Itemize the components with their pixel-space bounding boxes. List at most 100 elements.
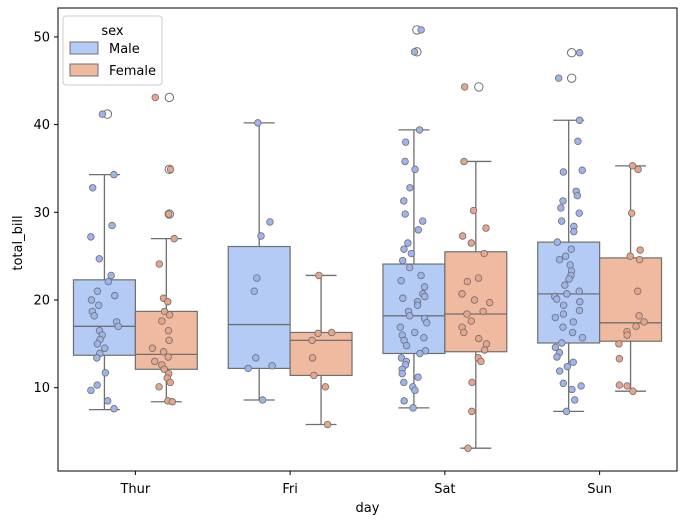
y-axis-label: total_bill (11, 215, 26, 270)
y-tick-label: 40 (33, 118, 50, 133)
data-point (570, 227, 578, 236)
data-point (635, 312, 643, 320)
data-point (463, 310, 471, 318)
data-point (151, 93, 159, 102)
data-point (559, 197, 567, 205)
data-point (398, 369, 406, 378)
data-point (458, 290, 466, 298)
data-point (314, 329, 322, 338)
data-point (405, 263, 414, 272)
data-point (482, 224, 490, 232)
data-point (321, 383, 330, 391)
data-point (166, 378, 174, 387)
data-point (423, 319, 431, 327)
data-point (629, 387, 637, 395)
data-point (559, 310, 568, 318)
data-point (103, 397, 112, 405)
data-point (559, 379, 568, 388)
data-point (421, 292, 429, 301)
data-point (575, 49, 584, 57)
data-point (108, 221, 116, 230)
points-male-sat (396, 26, 431, 412)
data-point (323, 420, 332, 429)
data-point (401, 157, 409, 166)
data-point (555, 255, 564, 264)
data-point (557, 217, 566, 225)
data-point (559, 301, 568, 309)
data-point (420, 283, 429, 291)
data-point (615, 355, 624, 363)
data-point (308, 336, 316, 345)
points-male-fri (244, 119, 276, 404)
box-male-fri (227, 122, 291, 401)
data-point (559, 168, 568, 176)
data-point (559, 323, 567, 331)
data-point (397, 277, 405, 285)
data-point (93, 340, 102, 348)
data-point (414, 373, 422, 381)
data-point (551, 313, 560, 322)
outlier-marker (566, 73, 577, 83)
data-point (467, 239, 476, 247)
data-point (165, 210, 173, 218)
data-point (479, 307, 487, 316)
data-point (460, 83, 469, 91)
data-point (95, 301, 103, 309)
data-point (151, 357, 159, 366)
data-point (557, 204, 565, 212)
data-point (257, 232, 265, 240)
data-point (268, 362, 276, 370)
box-body (382, 263, 446, 355)
data-point (623, 382, 631, 390)
data-point (561, 281, 569, 289)
data-point (160, 365, 168, 373)
data-point (555, 367, 564, 375)
legend-label-male[interactable]: Male (109, 42, 140, 57)
data-point (402, 341, 411, 350)
data-point (401, 138, 410, 146)
data-point (95, 255, 104, 263)
data-point (416, 349, 424, 358)
data-point (463, 277, 472, 286)
data-point (469, 206, 478, 215)
data-point (400, 378, 408, 387)
data-point (401, 210, 409, 218)
data-point (480, 346, 489, 354)
x-tick-label: Sat (434, 482, 455, 497)
data-point (308, 354, 317, 362)
points-female-fri (308, 271, 336, 429)
box-body (599, 257, 663, 342)
data-point (578, 166, 586, 174)
data-point (404, 239, 412, 247)
legend[interactable]: sex Male Female (62, 15, 163, 86)
data-point (110, 405, 118, 413)
x-tick-label: Thur (119, 482, 150, 497)
data-point (569, 358, 577, 366)
data-point (477, 357, 485, 366)
data-point (419, 217, 427, 225)
data-point (406, 312, 414, 320)
data-point (155, 260, 164, 268)
legend-label-female[interactable]: Female (109, 64, 156, 79)
data-point (554, 74, 563, 82)
y-tick-label: 30 (33, 206, 50, 221)
data-point (634, 287, 642, 295)
data-point (632, 322, 640, 331)
data-point (170, 234, 178, 243)
box-female-sun (599, 165, 663, 392)
data-point (565, 275, 573, 283)
data-point (397, 354, 406, 362)
data-point (148, 344, 157, 352)
data-point (166, 165, 175, 174)
data-point (615, 340, 623, 348)
data-point (159, 348, 168, 356)
data-point (88, 184, 97, 192)
data-point (244, 364, 252, 373)
data-point (164, 298, 172, 306)
data-point (253, 274, 261, 282)
data-point (310, 371, 318, 380)
data-point (420, 334, 428, 342)
data-point (398, 256, 407, 265)
data-point (250, 287, 258, 295)
